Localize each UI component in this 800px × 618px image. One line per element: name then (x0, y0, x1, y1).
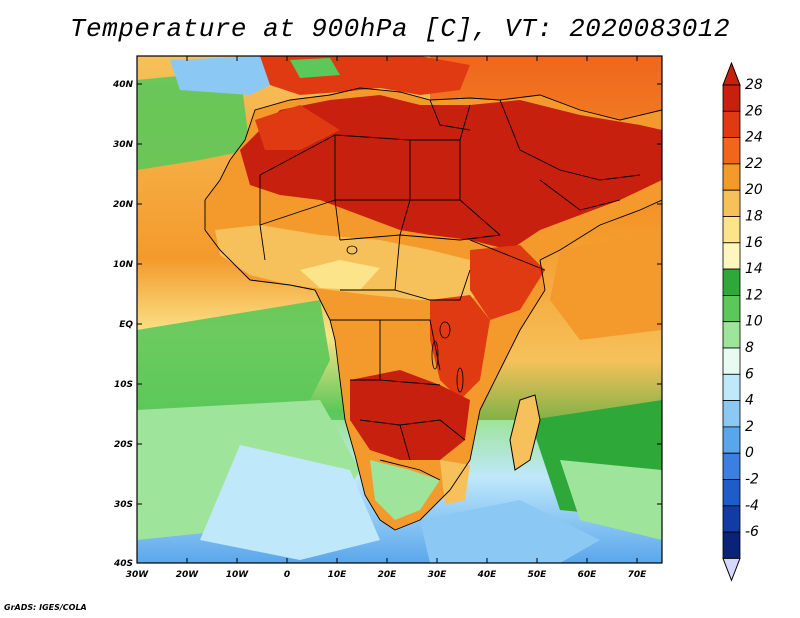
colorbar-label: 26 (745, 103, 763, 119)
lon-label: 10E (328, 570, 348, 580)
colorbar-label: 22 (745, 156, 763, 172)
lon-label: 0 (284, 570, 290, 580)
colorbar-swatch (722, 163, 741, 191)
lat-label: 40N (112, 80, 134, 90)
south-atlantic-green (137, 300, 330, 430)
lon-label: 30W (126, 570, 150, 580)
colorbar-label: -4 (745, 498, 759, 514)
colorbar-label: 24 (745, 130, 763, 146)
colorbar-label: 0 (745, 445, 754, 461)
sahara-arabia-hot-core (240, 95, 662, 250)
colorbar-top-cap (722, 61, 741, 86)
alps-cool (290, 58, 340, 78)
colorbar-swatch (722, 268, 741, 296)
colorbar-swatch (722, 347, 741, 375)
colorbar-swatch (722, 137, 741, 165)
lon-label: 20W (176, 570, 200, 580)
temperature-field (137, 56, 662, 563)
colorbar-swatch (722, 400, 741, 428)
country-borders (204, 87, 662, 531)
agulhas-cool (420, 500, 600, 563)
west-africa-cool (300, 260, 380, 290)
lat-label: EQ (119, 320, 133, 330)
latitude-labels: 40N 30N 20N 10N EQ 10S 20S 30S 40S (112, 80, 134, 569)
colorbar-label: -2 (745, 472, 759, 488)
north-atlantic-cool (137, 70, 250, 170)
colorbar-swatch (722, 452, 741, 480)
lat-label: 30N (113, 140, 134, 150)
lakes (346, 245, 464, 393)
colorbar-swatch (722, 426, 741, 454)
colorbar-swatch (722, 531, 741, 559)
colorbar-swatch (722, 216, 741, 244)
colorbar-swatch (722, 242, 741, 270)
colorbar-label: -6 (745, 524, 759, 540)
lon-label: 40E (477, 570, 498, 580)
south-africa-cool (370, 460, 440, 520)
lon-label: 70E (628, 570, 648, 580)
lon-label: 60E (578, 570, 598, 580)
colorbar-label: 12 (745, 287, 763, 303)
map-title: Temperature at 900hPa [C], VT: 202008301… (69, 14, 731, 44)
lon-label: 20E (378, 570, 398, 580)
colorbar-bottom-cap (722, 557, 741, 582)
lat-label: 20S (114, 440, 133, 450)
horn-hot (470, 245, 545, 320)
colorbar-label: 10 (745, 314, 763, 330)
lat-label: 10S (114, 380, 133, 390)
colorbar-label: 2 (745, 419, 754, 435)
longitude-labels: 30W 20W 10W 0 10E 20E 30E 40E 50E 60E 70E (126, 570, 647, 580)
colorbar-label: 6 (745, 366, 754, 382)
lat-label: 10N (113, 260, 134, 270)
east-africa-hot (430, 295, 490, 400)
lat-label: 40S (113, 559, 133, 569)
lon-label: 50E (528, 570, 548, 580)
colorbar-label: 18 (745, 209, 763, 225)
colorbar-label: 16 (745, 235, 763, 251)
northwest-hot (255, 105, 340, 150)
lon-label: 30E (428, 570, 448, 580)
colorbar-swatch (722, 321, 741, 349)
benguela-cool (200, 445, 380, 560)
colorbar-swatch (722, 189, 741, 217)
madagascar (509, 394, 541, 471)
colorbar-label: 8 (745, 340, 754, 356)
colorbar-swatch (722, 84, 741, 112)
colorbar-swatch (722, 505, 741, 533)
colorbar-label: 4 (745, 393, 754, 409)
plot-frame (136, 55, 663, 564)
axis-ticks (136, 56, 662, 564)
colorbar-label: 20 (745, 182, 763, 198)
lat-label: 30S (114, 500, 133, 510)
southern-africa-hot (350, 370, 470, 460)
colorbar-label: 28 (745, 77, 763, 93)
sahel-band (215, 225, 500, 300)
colorbar-swatch (722, 294, 741, 323)
lat-label: 20N (113, 200, 134, 210)
colorbar-swatch (722, 110, 741, 139)
colorbar-swatch (722, 479, 741, 507)
footer-credit: GrADS: IGES/COLA (4, 603, 87, 612)
colorbar-swatch (722, 373, 741, 401)
lon-label: 10W (226, 570, 250, 580)
colorbar-label: 14 (745, 261, 763, 277)
south-indian-cool (560, 460, 662, 540)
arabian-sea-field (550, 230, 662, 340)
